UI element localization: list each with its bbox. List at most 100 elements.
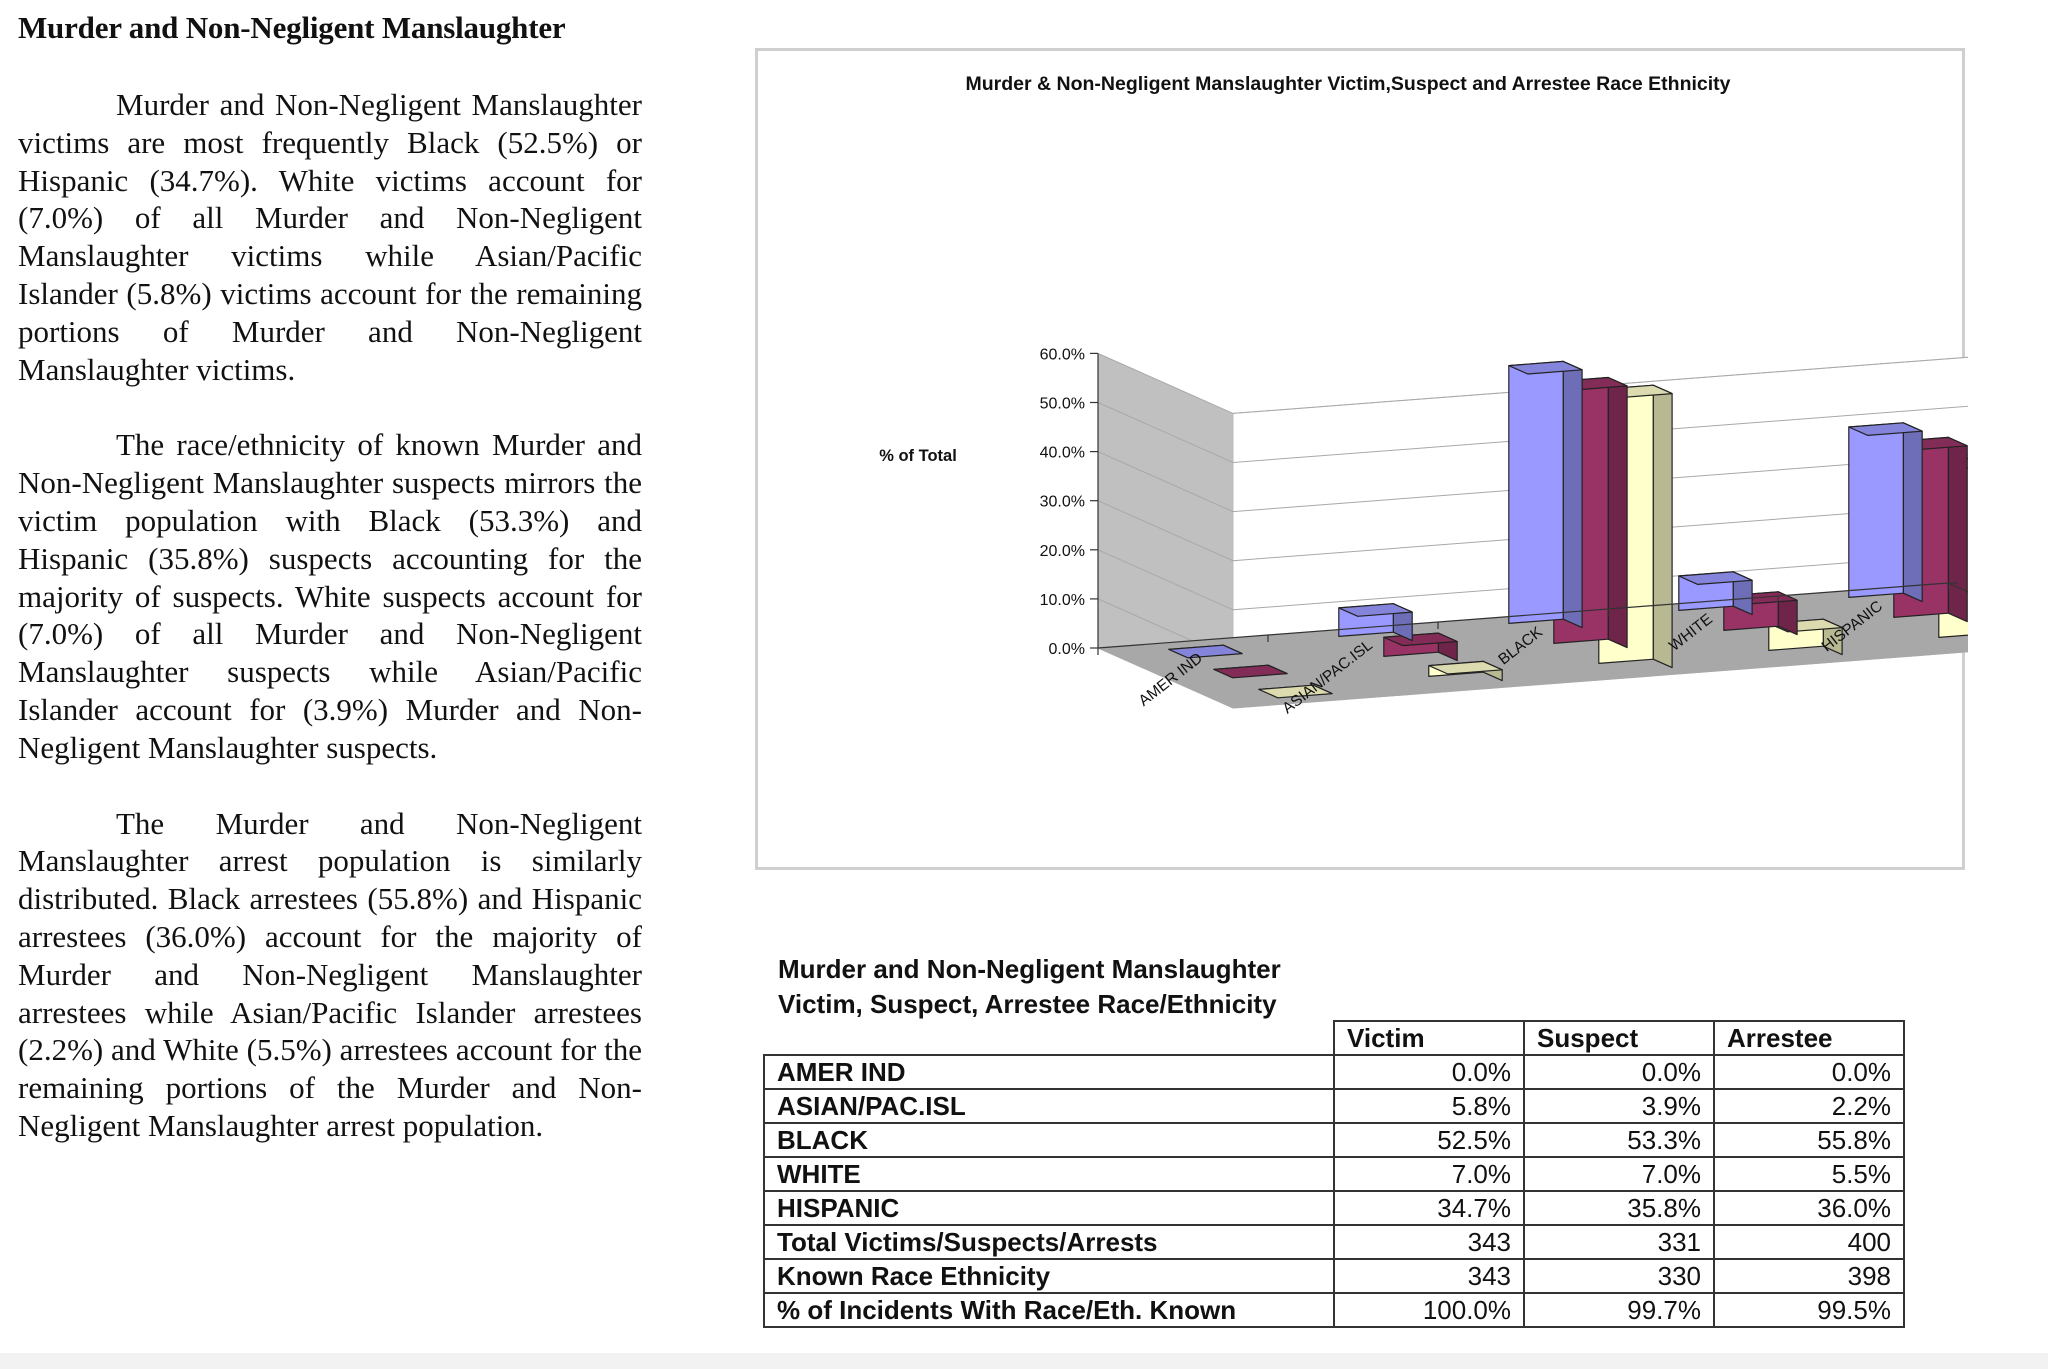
bar-side-face <box>1607 376 1628 649</box>
cell-arrestee: 0.0% <box>1713 1054 1905 1090</box>
page-heading: Murder and Non-Negligent Manslaughter <box>18 10 566 45</box>
bar-front-face <box>1848 422 1904 599</box>
bar-side-face <box>1562 360 1583 629</box>
cell-victim: 343 <box>1333 1258 1525 1294</box>
bar-top-face <box>1678 571 1753 586</box>
cell-arrestee: 55.8% <box>1713 1122 1905 1158</box>
y-tick-label: 60.0% <box>1040 346 1085 363</box>
row-label-black: BLACK <box>763 1122 1335 1158</box>
cell-arrestee: 36.0% <box>1713 1190 1905 1226</box>
bar-top-face <box>1428 660 1503 675</box>
cell-suspect: 7.0% <box>1523 1156 1715 1192</box>
bar-arrestee-asian-pac-isl <box>1428 660 1503 682</box>
body-text: Murder and Non-Negligent Manslaughter vi… <box>18 86 642 1183</box>
bar-suspect-asian-pac-isl <box>1383 632 1458 662</box>
paragraph-victims: Murder and Non-Negligent Manslaughter vi… <box>18 87 642 387</box>
cell-suspect: 53.3% <box>1523 1122 1715 1158</box>
cell-victim: 34.7% <box>1333 1190 1525 1226</box>
race-ethnicity-3d-bar-chart: 0.0%10.0%20.0%30.0%40.0%50.0%60.0% AMER … <box>879 73 1968 717</box>
gridline <box>1097 647 1968 709</box>
paragraph-arrestees: The Murder and Non-Negligent Manslaughte… <box>18 805 642 1143</box>
cell-arrestee: 99.5% <box>1713 1292 1905 1328</box>
race-ethnicity-table: Victim Suspect Arrestee AMER IND 0.0% 0.… <box>763 1020 1905 1328</box>
y-tick-label: 50.0% <box>1040 396 1085 413</box>
table-row: Total Victims/Suspects/Arrests 343 331 4… <box>763 1224 1905 1260</box>
cell-suspect: 331 <box>1523 1224 1715 1260</box>
cell-suspect: 99.7% <box>1523 1292 1715 1328</box>
chart-y-axis: 0.0% 10.0% 20.0% 30.0% 40.0% 50.0% 60.0% <box>1040 346 1099 658</box>
row-label-pct-known: % of Incidents With Race/Eth. Known <box>763 1292 1335 1328</box>
gridline <box>1097 352 1968 414</box>
bar-victim-black <box>1508 360 1583 629</box>
cell-arrestee: 5.5% <box>1713 1156 1905 1192</box>
row-label-white: WHITE <box>763 1156 1335 1192</box>
bar-front-face <box>1508 360 1564 625</box>
bar-arrestee-amer-ind <box>1258 684 1333 699</box>
table-row: AMER IND 0.0% 0.0% 0.0% <box>763 1054 1905 1090</box>
bar-suspect-amer-ind <box>1213 664 1288 679</box>
table-row: Known Race Ethnicity 343 330 398 <box>763 1258 1905 1294</box>
table-row: ASIAN/PAC.ISL 5.8% 3.9% 2.2% <box>763 1088 1905 1124</box>
table-header-row: Victim Suspect Arrestee <box>764 1020 1905 1056</box>
table-row: HISPANIC 34.7% 35.8% 36.0% <box>763 1190 1905 1226</box>
cell-victim: 100.0% <box>1333 1292 1525 1328</box>
chart-title: Murder & Non-Negligent Manslaughter Vict… <box>966 73 1731 95</box>
chart-bars <box>1168 360 1968 699</box>
row-label-known-race: Known Race Ethnicity <box>763 1258 1335 1294</box>
bar-side-face <box>1652 384 1673 669</box>
chart-y-axis-label: % of Total <box>879 447 957 465</box>
bar-top-face <box>1508 360 1583 375</box>
bar-victim-hispanic <box>1848 422 1923 603</box>
bar-top-face <box>1213 664 1288 679</box>
page-bottom-edge <box>0 1353 2048 1369</box>
column-header-arrestee: Arrestee <box>1713 1020 1905 1056</box>
y-tick-label: 20.0% <box>1040 543 1085 560</box>
gridline <box>1097 451 1968 513</box>
row-label-asian-pac-isl: ASIAN/PAC.ISL <box>763 1088 1335 1124</box>
cell-suspect: 330 <box>1523 1258 1715 1294</box>
bar-top-face <box>1168 644 1243 659</box>
gridline <box>1097 500 1968 562</box>
row-label-hispanic: HISPANIC <box>763 1190 1335 1226</box>
column-header-victim: Victim <box>1333 1020 1525 1056</box>
bar-side-face <box>1902 422 1923 603</box>
bar-top-face <box>1338 603 1413 617</box>
bar-top-face <box>1258 684 1333 699</box>
y-tick-label: 40.0% <box>1040 445 1085 462</box>
table-title: Murder and Non-Negligent Manslaughter Vi… <box>778 952 1281 1022</box>
cell-arrestee: 2.2% <box>1713 1088 1905 1124</box>
row-label-totals: Total Victims/Suspects/Arrests <box>763 1224 1335 1260</box>
cell-arrestee: 400 <box>1713 1224 1905 1260</box>
bar-top-face <box>1848 422 1923 436</box>
gridline <box>1097 402 1968 464</box>
cell-victim: 52.5% <box>1333 1122 1525 1158</box>
bar-side-face <box>1947 436 1968 623</box>
cell-victim: 343 <box>1333 1224 1525 1260</box>
row-label-amer-ind: AMER IND <box>763 1054 1335 1090</box>
cell-victim: 5.8% <box>1333 1088 1525 1124</box>
table-row: BLACK 52.5% 53.3% 55.8% <box>763 1122 1905 1158</box>
y-tick-label: 30.0% <box>1040 494 1085 511</box>
y-tick-label: 10.0% <box>1040 592 1085 609</box>
cell-victim: 7.0% <box>1333 1156 1525 1192</box>
table-header-blank <box>764 1021 1334 1055</box>
y-tick-label: 0.0% <box>1049 641 1085 658</box>
paragraph-suspects: The race/ethnicity of known Murder and N… <box>18 427 642 765</box>
x-axis-line <box>1097 582 1949 649</box>
table-title-line-1: Murder and Non-Negligent Manslaughter <box>778 954 1281 984</box>
column-header-suspect: Suspect <box>1523 1020 1715 1056</box>
chart-gridlines <box>1097 352 1968 709</box>
chart-panel: 0.0% 10.0% 20.0% 30.0% 40.0% 50.0% 60.0% AMER … <box>755 48 1968 870</box>
table-row: WHITE 7.0% 7.0% 5.5% <box>763 1156 1905 1192</box>
cell-suspect: 3.9% <box>1523 1088 1715 1124</box>
gridline <box>1097 549 1968 611</box>
table-title-line-2: Victim, Suspect, Arrestee Race/Ethnicity <box>778 989 1277 1019</box>
table-row: % of Incidents With Race/Eth. Known 100.… <box>763 1292 1905 1328</box>
cell-suspect: 0.0% <box>1523 1054 1715 1090</box>
cell-arrestee: 398 <box>1713 1258 1905 1294</box>
cell-suspect: 35.8% <box>1523 1190 1715 1226</box>
gridline <box>1097 598 1968 660</box>
cell-victim: 0.0% <box>1333 1054 1525 1090</box>
bar-victim-amer-ind <box>1168 644 1243 659</box>
